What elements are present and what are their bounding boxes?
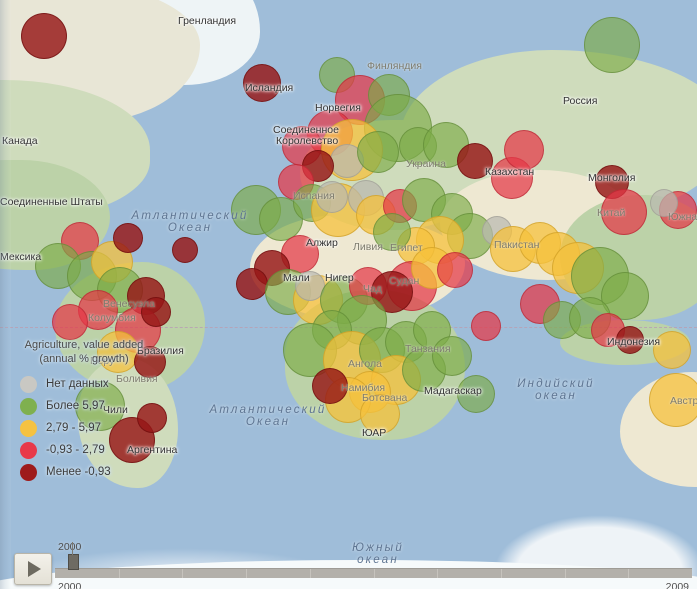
timeline-current-year: 2000 <box>58 541 82 553</box>
data-bubble[interactable] <box>471 311 501 341</box>
timeline-tick <box>118 569 120 578</box>
data-bubble[interactable] <box>52 304 88 340</box>
legend-swatch-icon <box>20 397 37 415</box>
timeline-tick <box>373 569 375 578</box>
legend-title-line2: (annual % growth) <box>39 353 129 365</box>
legend-panel: Agriculture, value added (annual % growt… <box>4 338 164 483</box>
legend-item-label: Менее -0,93 <box>46 466 111 478</box>
legend-swatch-icon <box>20 463 37 481</box>
legend-title-line1: Agriculture, value added <box>24 339 144 351</box>
data-bubble[interactable] <box>653 331 691 369</box>
timeline-handle-stem <box>72 542 73 555</box>
data-bubble[interactable] <box>172 237 198 263</box>
data-bubble[interactable] <box>316 181 348 213</box>
timeline-end-year: 2009 <box>665 581 689 589</box>
legend-items: Нет данных Более 5,97 2,79 - 5,97 -0,93 - 2… <box>4 373 164 483</box>
data-bubble[interactable] <box>137 403 167 433</box>
legend-item[interactable]: Менее -0,93 <box>4 461 164 483</box>
legend-swatch-icon <box>20 441 37 459</box>
data-bubble[interactable] <box>357 131 399 173</box>
legend-swatch-icon <box>20 419 37 437</box>
data-bubble[interactable] <box>650 189 678 217</box>
data-bubble[interactable] <box>21 13 67 59</box>
data-bubble[interactable] <box>649 373 697 427</box>
data-bubble[interactable] <box>616 326 644 354</box>
data-bubble[interactable] <box>432 336 472 376</box>
data-bubble[interactable] <box>236 268 268 300</box>
data-bubble[interactable] <box>584 17 640 73</box>
legend-swatch-icon <box>20 375 37 393</box>
legend-item-label: Нет данных <box>46 378 109 390</box>
timeline-handle[interactable] <box>68 542 79 570</box>
data-bubble[interactable] <box>457 143 493 179</box>
data-bubble[interactable] <box>504 130 544 170</box>
play-button[interactable] <box>14 553 52 585</box>
data-bubble[interactable] <box>113 223 143 253</box>
play-icon <box>28 561 41 577</box>
legend-item[interactable]: -0,93 - 2,79 <box>4 439 164 461</box>
timeline-tick <box>246 569 248 578</box>
data-bubble[interactable] <box>97 331 139 373</box>
legend-item[interactable]: Нет данных <box>4 373 164 395</box>
legend-title: Agriculture, value added (annual % growt… <box>4 338 164 366</box>
legend-item-label: 2,79 - 5,97 <box>46 422 101 434</box>
timeline-tick <box>437 569 439 578</box>
legend-item[interactable]: Более 5,97 <box>4 395 164 417</box>
data-bubble[interactable] <box>457 375 495 413</box>
legend-item-label: -0,93 - 2,79 <box>46 444 105 456</box>
timeline-tick <box>500 569 502 578</box>
timeline-tick <box>309 569 311 578</box>
legend-item-label: Более 5,97 <box>46 400 105 412</box>
data-bubble[interactable] <box>601 189 647 235</box>
data-bubble[interactable] <box>437 252 473 288</box>
data-bubble[interactable] <box>141 297 171 327</box>
ocean-label: Индийский океан <box>517 378 595 402</box>
timeline-start-year: 2000 <box>58 581 82 589</box>
panel-edge-shadow <box>0 0 11 589</box>
timeline-tick <box>564 569 566 578</box>
data-bubble[interactable] <box>134 346 166 378</box>
timeline-tick <box>182 569 184 578</box>
timeline-track[interactable] <box>55 542 692 578</box>
timeline-player[interactable]: 2000 2000 2009 <box>0 541 697 589</box>
data-bubble[interactable] <box>312 368 348 404</box>
country-label: Финляндия <box>367 60 422 72</box>
data-bubble[interactable] <box>373 213 411 251</box>
data-bubble[interactable] <box>243 64 281 102</box>
data-bubble[interactable] <box>360 394 400 434</box>
legend-item[interactable]: 2,79 - 5,97 <box>4 417 164 439</box>
timeline-tick <box>628 569 630 578</box>
